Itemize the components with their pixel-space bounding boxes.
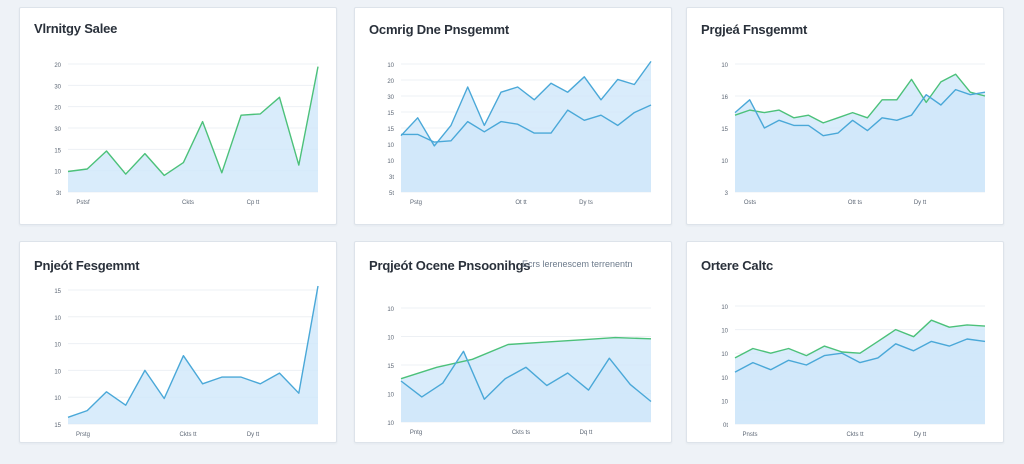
chart-title-4: Pnjeót Fesgemmt xyxy=(34,258,140,273)
y-tick-label: 10 xyxy=(54,170,61,176)
x-tick-label: Dy tt xyxy=(914,200,927,206)
chart-title-2: Ocmrig Dne Pnsgemmt xyxy=(369,22,509,37)
series-line xyxy=(400,336,652,380)
x-tick-label: Dy tt xyxy=(914,432,927,438)
series-line xyxy=(734,88,986,137)
chart-card-4: Pnjeót Fesgemmt 15 10 10 10 10 15 Prstg Ckts tt… xyxy=(19,241,337,443)
series-area xyxy=(735,339,985,424)
y-tick-label: 20 xyxy=(387,79,394,85)
y-tick-label: 10 xyxy=(387,307,394,313)
y-tick-label: 3t xyxy=(56,191,61,197)
chart-title-6: Ortere Caltc xyxy=(701,258,774,273)
y-tick-label: 10 xyxy=(387,393,394,399)
x-tick-label: Cp tt xyxy=(247,200,260,206)
x-tick-label: Pnsts xyxy=(742,432,757,438)
y-tick-label: 15 xyxy=(387,111,394,117)
chart-title-5: Prqjeót Ocene Pnsoonihgs xyxy=(369,258,531,273)
y-tick-label: 15 xyxy=(387,127,394,133)
x-tick-label: Ot tt xyxy=(515,200,527,206)
chart-title-3: Prgjeá Fnsgemmt xyxy=(701,22,808,37)
y-tick-label: 5t xyxy=(389,191,394,197)
y-tick-label: 10 xyxy=(387,159,394,165)
y-tick-label: 10 xyxy=(387,143,394,149)
chart-2: 5t 3t 10 10 15 15 30 20 10 Pstg Ot tt Dy ts xyxy=(387,60,652,206)
y-tick-label: 15 xyxy=(387,364,394,370)
series-area xyxy=(401,351,651,422)
chart-card-1: Vlrnitgy Salee 3t 10 15 30 20 30 20 Pstsf Ckts Cp… xyxy=(19,7,337,225)
y-tick-label: 30 xyxy=(54,84,61,90)
series-area xyxy=(68,66,318,192)
x-tick-label: Ckts tt xyxy=(846,432,863,438)
series-line xyxy=(734,338,986,373)
y-tick-label: 15 xyxy=(54,423,61,429)
y-tick-label: 30 xyxy=(54,127,61,133)
x-tick-label: Dy ts xyxy=(579,200,593,206)
x-tick-label: Pntg xyxy=(410,430,422,436)
y-tick-label: 15 xyxy=(54,289,61,295)
y-tick-label: 3t xyxy=(389,175,394,181)
x-tick-label: Dy tt xyxy=(247,432,260,438)
y-tick-label: 10 xyxy=(54,369,61,375)
chart-6: 0t 10 10 10 10 10 Pnsts Ckts tt Dy tt xyxy=(721,305,986,438)
x-tick-label: Pstsf xyxy=(76,200,90,206)
y-tick-label: 10 xyxy=(721,159,728,165)
series-line xyxy=(401,104,652,143)
series-line xyxy=(734,73,986,124)
y-tick-label: 10 xyxy=(721,329,728,335)
series-line xyxy=(67,285,319,418)
series-area xyxy=(68,286,318,424)
x-tick-label: Pstg xyxy=(410,200,422,206)
y-tick-label: 20 xyxy=(54,106,61,112)
x-tick-label: Ott ts xyxy=(848,200,862,206)
series-line xyxy=(734,319,986,359)
chart-1: 3t 10 15 30 20 30 20 Pstsf Ckts Cp tt xyxy=(54,63,319,206)
series-line xyxy=(400,60,652,147)
y-tick-label: 10 xyxy=(387,421,394,427)
chart-3: 3 10 15 16 10 Osts Ott ts Dy tt xyxy=(721,63,986,206)
x-tick-label: Dq tt xyxy=(580,430,593,436)
x-tick-label: Osts xyxy=(744,200,756,206)
chart-subtitle-5: Ecrs lerenescem terrenentn xyxy=(522,259,633,269)
y-tick-label: 10 xyxy=(54,396,61,402)
y-tick-label: 15 xyxy=(721,127,728,133)
series-area xyxy=(735,89,985,192)
y-tick-label: 10 xyxy=(54,343,61,349)
y-tick-label: 0t xyxy=(723,423,728,429)
y-tick-label: 10 xyxy=(721,352,728,358)
chart-title-1: Vlrnitgy Salee xyxy=(34,21,118,36)
y-tick-label: 10 xyxy=(721,399,728,405)
chart-card-6: Ortere Caltc 0t 10 10 10 10 10 Pnsts Ckts tt Dy … xyxy=(686,241,1004,443)
y-tick-label: 10 xyxy=(721,305,728,311)
y-tick-label: 10 xyxy=(54,316,61,322)
chart-4: 15 10 10 10 10 15 Prstg Ckts tt Dy tt xyxy=(54,285,319,438)
chart-card-2: Ocmrig Dne Pnsgemmt 5t 3t 10 10 15 15 30 20 10 Ps… xyxy=(354,7,672,225)
y-tick-label: 30 xyxy=(387,95,394,101)
x-tick-label: Prstg xyxy=(76,432,90,438)
x-tick-label: Ckts xyxy=(182,200,194,206)
chart-card-3: Prgjeá Fnsgemmt 3 10 15 16 10 Osts Ott ts Dy tt xyxy=(686,7,1004,225)
series-line xyxy=(400,350,652,403)
y-tick-label: 16 xyxy=(721,95,728,101)
series-line xyxy=(67,66,319,177)
x-tick-label: Ckts ts xyxy=(512,430,530,436)
y-tick-label: 10 xyxy=(387,336,394,342)
x-tick-label: Ckts tt xyxy=(179,432,196,438)
chart-card-5: Prqjeót Ocene Pnsoonihgs Ecrs lerenescem… xyxy=(354,241,672,443)
y-tick-label: 3 xyxy=(725,191,729,197)
y-tick-label: 15 xyxy=(54,148,61,154)
y-tick-label: 20 xyxy=(54,63,61,69)
y-tick-label: 10 xyxy=(387,63,394,69)
chart-5: 10 10 15 10 10 Pntg Ckts ts Dq tt xyxy=(387,307,652,436)
y-tick-label: 10 xyxy=(721,376,728,382)
y-tick-label: 10 xyxy=(721,63,728,69)
